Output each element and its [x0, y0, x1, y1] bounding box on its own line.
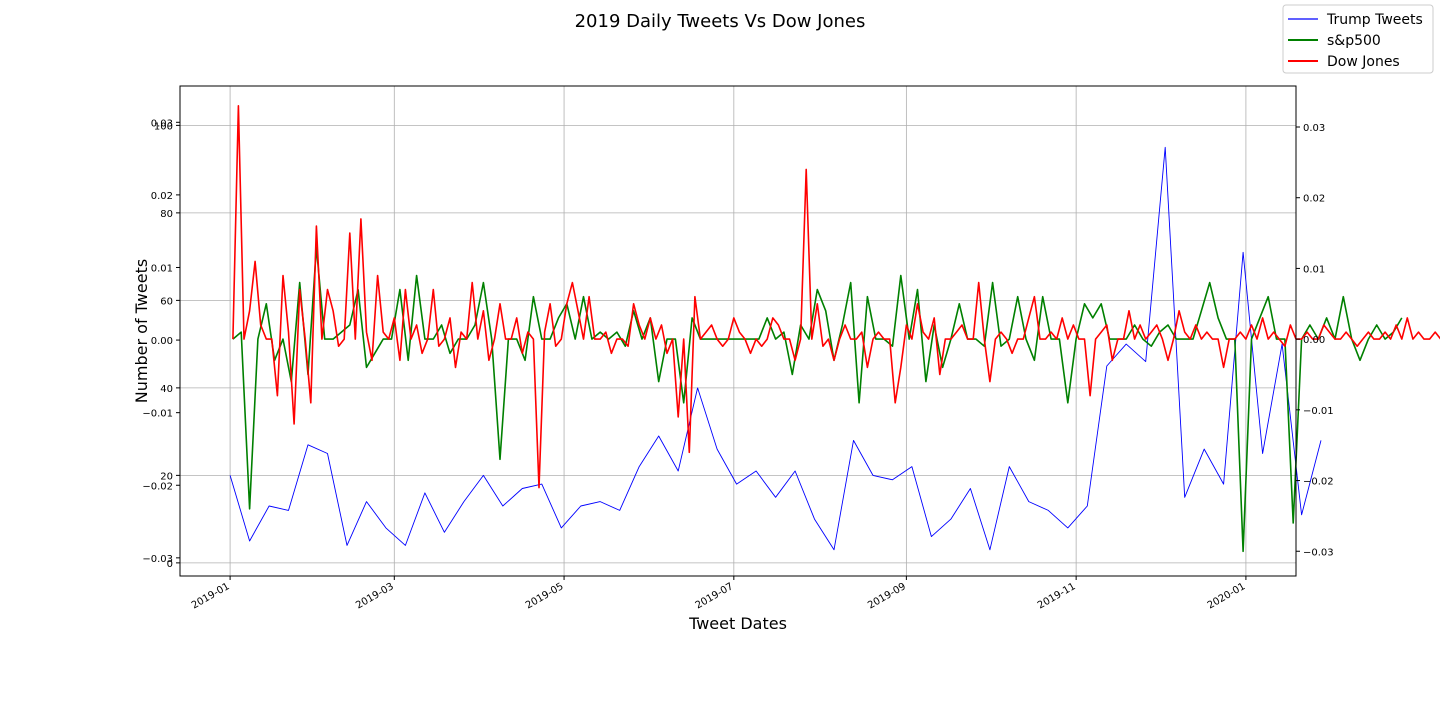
y-left-tick-label: 20: [160, 471, 173, 482]
x-axis-label: Tweet Dates: [688, 614, 787, 633]
y-left-tick-label: 0: [167, 559, 173, 570]
y-left-return-tick-label: 0.03: [151, 118, 173, 129]
plot-frame: [179, 85, 1297, 577]
legend-label: s&p500: [1327, 33, 1381, 49]
y-right-tick-label: −0.02: [1303, 477, 1334, 488]
y-left-return-tick-label: 0.00: [151, 336, 173, 347]
x-tick-label: 2019-05: [524, 581, 566, 611]
y-left-return-tick-label: −0.01: [142, 409, 173, 420]
y-right-tick-label: 0.02: [1303, 194, 1325, 205]
sp500-line: [232, 246, 1403, 553]
y-left-tick-label: 60: [160, 296, 173, 307]
chart-title: 2019 Daily Tweets Vs Dow Jones: [575, 11, 866, 32]
x-tick-label: 2019-11: [1036, 581, 1078, 611]
x-axis: 2019-01 2019-03 2019-05 2019-07 2019-09 2019-…: [190, 576, 1248, 611]
x-tick-label: 2019-07: [694, 581, 736, 611]
x-tick-label: 2019-09: [866, 581, 908, 611]
legend-label: Trump Tweets: [1326, 12, 1423, 28]
y-left-tick-label: 40: [160, 384, 173, 395]
y-axis-label: Number of Tweets: [132, 259, 151, 403]
y-left-return-tick-label: −0.02: [142, 481, 173, 492]
y-axis-left-returns: −0.03 −0.02 −0.01 0.00 0.01 0.02 0.03: [142, 118, 180, 565]
y-left-return-tick-label: −0.03: [142, 554, 173, 565]
y-right-tick-label: −0.01: [1303, 406, 1334, 417]
x-tick-label: 2020-01: [1206, 581, 1248, 611]
legend-label: Dow Jones: [1327, 54, 1400, 70]
x-tick-label: 2019-01: [190, 581, 232, 611]
y-axis-right: −0.03 −0.02 −0.01 0.00 0.01 0.02 0.03: [1296, 123, 1334, 558]
y-left-tick-label: 100: [154, 121, 173, 132]
y-right-tick-label: −0.03: [1303, 547, 1334, 558]
y-right-tick-label: 0.00: [1303, 335, 1325, 346]
y-right-tick-label: 0.01: [1303, 264, 1325, 275]
y-left-tick-label: 80: [160, 209, 173, 220]
y-left-return-tick-label: 0.02: [151, 191, 173, 202]
legend-box: [1282, 4, 1434, 74]
gridlines: [180, 86, 1296, 576]
y-axis-left-tweets: 0 20 40 60 80 100: [154, 121, 180, 570]
x-tick-label: 2019-03: [354, 581, 396, 611]
dow-jones-line: [232, 105, 1440, 489]
trump-tweets-line: [229, 146, 1322, 551]
legend: Trump Tweets s&p500 Dow Jones: [1282, 4, 1434, 74]
y-left-return-tick-label: 0.01: [151, 263, 173, 274]
series-layer: [229, 105, 1440, 553]
y-right-tick-label: 0.03: [1303, 123, 1325, 134]
